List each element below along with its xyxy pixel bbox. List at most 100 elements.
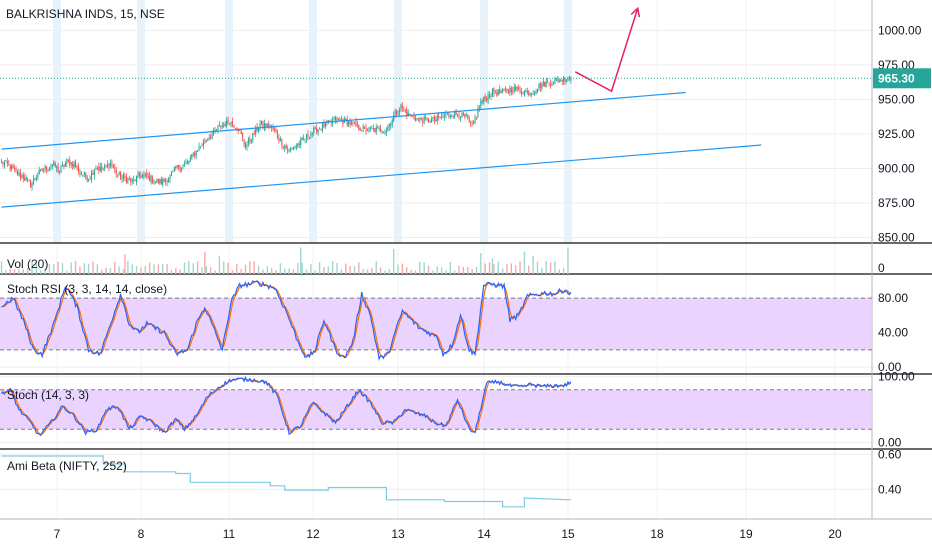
candle-body xyxy=(499,88,501,93)
candle-body xyxy=(14,168,16,170)
ami_beta-y-tick: 0.40 xyxy=(878,482,902,496)
volume-bar xyxy=(275,270,277,274)
candle-body xyxy=(384,131,386,133)
volume-bar xyxy=(135,266,138,274)
candle-body xyxy=(368,127,370,133)
candle-body xyxy=(346,119,348,125)
volume-bar xyxy=(305,269,308,274)
volume-bar xyxy=(458,265,460,274)
candle-body xyxy=(16,171,19,175)
candle-body xyxy=(427,118,430,122)
candle-body xyxy=(124,175,126,178)
candle-body xyxy=(95,168,97,170)
x-tick-label: 12 xyxy=(306,527,320,541)
volume-bar xyxy=(114,262,116,274)
candle-body xyxy=(152,177,154,183)
volume-bar xyxy=(353,265,356,274)
candle-body xyxy=(446,113,448,115)
candle-body xyxy=(371,128,373,130)
volume-bar xyxy=(419,261,421,274)
candle-body xyxy=(300,139,302,146)
volume-bar xyxy=(175,268,177,274)
candle-body xyxy=(510,87,512,93)
x-tick-label: 11 xyxy=(223,527,236,541)
candle-body xyxy=(516,87,518,90)
candle-body xyxy=(439,117,441,119)
candle-body xyxy=(163,179,165,182)
volume-bar xyxy=(392,248,395,274)
candle-body xyxy=(397,113,399,115)
candle-body xyxy=(50,165,52,168)
candle-body xyxy=(173,166,175,170)
candle-body xyxy=(199,146,202,148)
volume-bar xyxy=(436,266,438,274)
candle-body xyxy=(404,109,406,111)
candle-body xyxy=(54,162,56,168)
candle-body xyxy=(242,133,244,138)
candle-body xyxy=(561,79,563,82)
volume-bar xyxy=(445,270,447,274)
candle-body xyxy=(438,115,440,118)
volume-bar xyxy=(240,268,242,274)
candle-body xyxy=(19,172,21,178)
candle-body xyxy=(221,125,223,127)
candle-body xyxy=(197,151,199,152)
candle-body xyxy=(166,181,168,183)
candle-body xyxy=(12,165,14,169)
candle-body xyxy=(380,128,382,132)
volume-bar xyxy=(105,267,107,274)
candle-body xyxy=(239,130,241,131)
candle-body xyxy=(548,82,550,84)
candle-body xyxy=(258,128,260,131)
candle-body xyxy=(441,115,443,117)
candle-body xyxy=(60,166,62,172)
candle-body xyxy=(11,165,13,170)
stoch-k-line xyxy=(1,375,572,437)
volume-bar xyxy=(166,264,168,274)
volume-bar xyxy=(83,263,85,274)
volume-bar xyxy=(532,255,534,274)
candle-body xyxy=(475,116,478,118)
volume-bar xyxy=(310,264,312,274)
volume-bar xyxy=(61,263,64,274)
candle-body xyxy=(215,129,218,131)
candle-body xyxy=(228,123,231,125)
candle-body xyxy=(337,118,340,120)
candle-body xyxy=(339,119,341,121)
candle-body xyxy=(262,120,264,127)
volume-bar xyxy=(497,261,499,274)
candle-body xyxy=(523,90,525,96)
candle-body xyxy=(259,123,261,129)
volume-bar xyxy=(87,263,90,274)
volume-bar xyxy=(318,262,321,274)
volume-bar xyxy=(96,264,99,274)
volume-bar xyxy=(204,251,206,274)
candle-body xyxy=(53,162,55,166)
candle-body xyxy=(301,137,303,140)
oscillator-band xyxy=(0,298,872,350)
candle-body xyxy=(364,126,366,127)
candle-body xyxy=(512,90,514,92)
volume-bar xyxy=(484,263,486,274)
candle-body xyxy=(28,179,30,181)
candle-body xyxy=(519,89,521,93)
last-price-badge xyxy=(873,68,931,89)
ami-beta-line xyxy=(1,455,571,508)
volume-bar xyxy=(183,262,186,274)
candle-body xyxy=(38,169,40,174)
candle-body xyxy=(320,128,322,130)
candle-body xyxy=(319,128,321,130)
x-tick-label: 13 xyxy=(391,527,405,541)
volume-bar xyxy=(179,269,181,274)
candle-body xyxy=(555,78,557,81)
volume-bar xyxy=(249,261,251,274)
price-y-tick: 1000.00 xyxy=(878,23,922,37)
candle-body xyxy=(349,121,351,125)
volume-y-tick: 0 xyxy=(878,261,885,275)
volume-bar xyxy=(124,254,126,274)
candle-body xyxy=(51,164,53,166)
candle-body xyxy=(560,80,562,82)
volume-bar xyxy=(201,267,203,274)
volume-bar xyxy=(109,267,112,274)
candle-body xyxy=(149,175,151,182)
